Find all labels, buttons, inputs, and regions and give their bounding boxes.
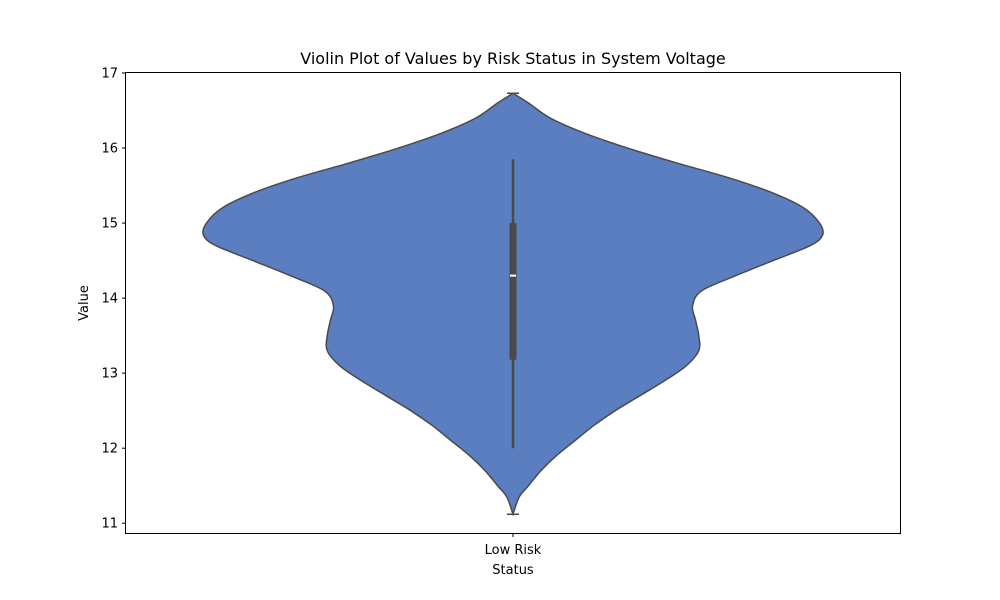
y-axis-label: Value [77,285,92,321]
x-tick-label: Low Risk [485,543,542,558]
y-tick-label: 12 [101,442,118,457]
iqr-box [509,223,517,360]
y-tick-label: 14 [101,292,118,307]
x-axis-label: Status [492,563,534,578]
plot-area [202,92,824,517]
x-axis: Low Risk [485,533,542,558]
y-axis: 11 12 13 14 15 16 17 [101,67,126,532]
y-tick-label: 15 [101,217,118,232]
y-tick-label: 16 [101,142,118,157]
y-tick-label: 17 [101,67,118,82]
y-tick-label: 13 [101,367,118,382]
y-tick-label: 11 [101,517,118,532]
chart-title: Violin Plot of Values by Risk Status in … [300,49,726,68]
